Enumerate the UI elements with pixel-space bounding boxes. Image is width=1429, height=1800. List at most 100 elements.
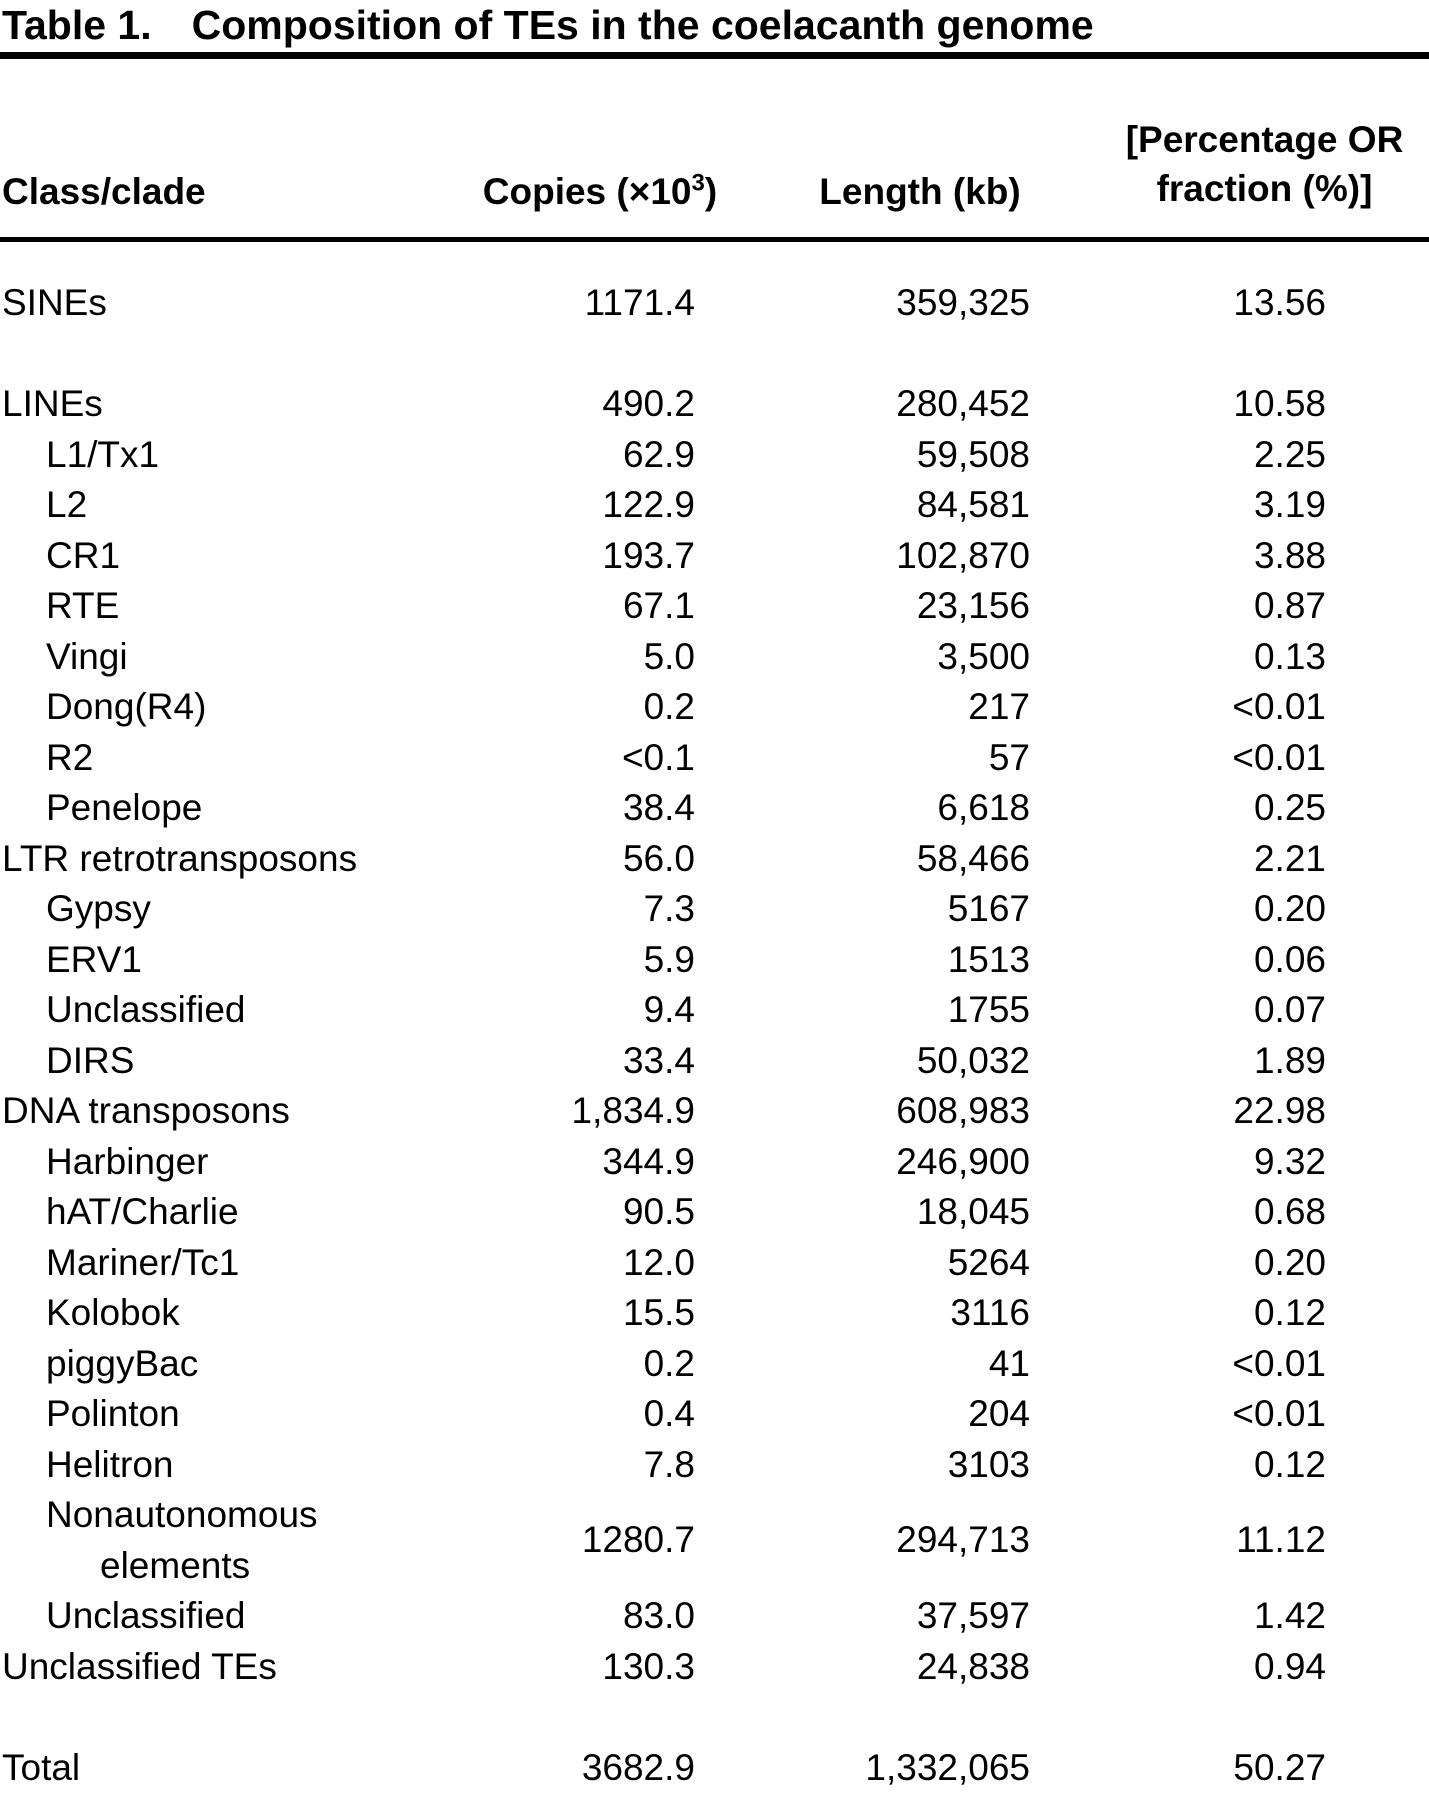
header-row: Class/clade Copies (×103) Length (kb) [P…	[0, 55, 1429, 242]
cell-copies: 1171.4	[584, 282, 695, 323]
cell-length: 24,838	[916, 1645, 1030, 1687]
cell-copies: 83.0	[622, 1595, 695, 1636]
cell-class-clade: Total	[2, 1746, 81, 1788]
cell-length: 1513	[947, 938, 1030, 980]
table-body: SINEs 1171.4 359,325 13.56 LINEs 490.2 280,452…	[0, 240, 1429, 1800]
cell-length: 84,581	[916, 484, 1030, 525]
cell-percentage: 0.20	[1253, 888, 1326, 929]
cell-percentage: 0.68	[1253, 1191, 1326, 1232]
cell-percentage: <0.01	[1232, 686, 1326, 727]
copies-header-prefix: Copies (×10	[482, 171, 692, 212]
table-row-l1-tx1: L1/Tx1 62.9 59,508 2.25	[0, 430, 1429, 481]
cell-class-clade: CR1	[46, 534, 121, 576]
cell-class-clade-line2: elements	[100, 1544, 251, 1586]
column-header-copies: Copies (×103)	[380, 55, 760, 242]
cell-class-clade-line1: Nonautonomous	[46, 1494, 318, 1535]
cell-copies: 1,834.9	[571, 1090, 695, 1131]
table-title-label: Table 1.	[2, 2, 152, 48]
cell-copies: 38.4	[622, 787, 695, 828]
cell-length: 217	[968, 686, 1030, 727]
table-row-dna-transposons: DNA transposons 1,834.9 608,983 22.98	[0, 1086, 1429, 1137]
cell-class-clade: L1/Tx1	[46, 433, 160, 475]
cell-copies: 0.2	[643, 1342, 695, 1384]
cell-copies: 193.7	[602, 534, 695, 576]
cell-class-clade: LINEs	[2, 383, 103, 424]
cell-copies: 1280.7	[581, 1519, 695, 1561]
cell-class-clade: DNA transposons	[2, 1090, 290, 1131]
top-spacer-row	[0, 240, 1429, 279]
cell-length: 3116	[950, 1292, 1030, 1333]
cell-length: 280,452	[896, 383, 1030, 424]
table-row-cr1: CR1 193.7 102,870 3.88	[0, 531, 1429, 582]
cell-length: 1,332,065	[865, 1746, 1030, 1788]
cell-class-clade: Mariner/Tc1	[46, 1241, 240, 1283]
table-row-penelope: Penelope 38.4 6,618 0.25	[0, 783, 1429, 834]
table-title-text: Composition of TEs in the coelacanth gen…	[191, 2, 1094, 48]
cell-class-clade: Polinton	[46, 1393, 180, 1434]
cell-class-clade: Unclassified	[46, 1595, 246, 1636]
cell-copies: 130.3	[602, 1645, 695, 1687]
cell-percentage: 0.25	[1253, 787, 1326, 828]
column-header-class-clade: Class/clade	[0, 55, 380, 242]
cell-length: 37,597	[916, 1595, 1030, 1636]
cell-length: 41	[988, 1342, 1030, 1384]
cell-percentage: 10.58	[1233, 383, 1326, 424]
table-row-nonautonomous: Nonautonomous elements 1280.7 294,713 11.12	[0, 1490, 1429, 1591]
cell-percentage: <0.01	[1232, 1393, 1326, 1434]
cell-class-clade: R2	[46, 736, 94, 778]
table-row-piggybac: piggyBac 0.2 41 <0.01	[0, 1339, 1429, 1390]
cell-class-clade: Vingi	[46, 635, 128, 677]
cell-percentage: 9.32	[1253, 1140, 1326, 1182]
table-row-dong-r4-: Dong(R4) 0.2 217 <0.01	[0, 682, 1429, 733]
cell-copies: 90.5	[622, 1191, 695, 1232]
blank-row-cell	[0, 1692, 1429, 1743]
cell-class-clade: LTR retrotransposons	[2, 837, 358, 879]
table-row-hat-charlie: hAT/Charlie 90.5 18,045 0.68	[0, 1187, 1429, 1238]
cell-length: 102,870	[896, 534, 1030, 576]
cell-class-clade: Unclassified	[46, 989, 246, 1030]
cell-copies: 67.1	[622, 585, 695, 626]
cell-percentage: 1.89	[1253, 1039, 1326, 1081]
cell-class-clade: Dong(R4)	[46, 686, 207, 727]
cell-class-clade: ERV1	[46, 938, 142, 980]
te-composition-table: Class/clade Copies (×103) Length (kb) [P…	[0, 52, 1429, 1800]
cell-class-clade: RTE	[46, 585, 120, 626]
table-row-vingi: Vingi 5.0 3,500 0.13	[0, 632, 1429, 683]
cell-percentage: 22.98	[1233, 1090, 1326, 1131]
percentage-header-line1: [Percentage OR	[1125, 119, 1404, 160]
cell-length: 50,032	[916, 1039, 1030, 1081]
cell-class-clade: Unclassified TEs	[2, 1645, 277, 1687]
table-row-kolobok: Kolobok 15.5 3116 0.12	[0, 1288, 1429, 1339]
copies-header-suffix: )	[704, 171, 718, 212]
cell-length: 608,983	[896, 1090, 1030, 1131]
cell-copies: 3682.9	[581, 1746, 695, 1788]
column-header-length: Length (kb)	[760, 55, 1060, 242]
cell-length: 5167	[947, 888, 1030, 929]
cell-copies: 0.2	[643, 686, 695, 727]
table-row-polinton: Polinton 0.4 204 <0.01	[0, 1389, 1429, 1440]
cell-class-clade: Helitron	[46, 1443, 174, 1485]
percentage-header-line2: fraction (%)]	[1156, 168, 1373, 209]
cell-copies: 15.5	[622, 1292, 695, 1333]
table-row-erv1: ERV1 5.9 1513 0.06	[0, 935, 1429, 986]
table-row-lines: LINEs 490.2 280,452 10.58	[0, 379, 1429, 430]
cell-percentage: <0.01	[1232, 1342, 1326, 1384]
cell-length: 359,325	[896, 282, 1030, 323]
cell-class-clade: Penelope	[46, 787, 203, 828]
blank-row-cell	[0, 329, 1429, 380]
cell-percentage: 2.21	[1253, 837, 1326, 879]
cell-copies: 0.4	[643, 1393, 695, 1434]
table-header: Class/clade Copies (×103) Length (kb) [P…	[0, 55, 1429, 242]
cell-percentage: 11.12	[1236, 1519, 1326, 1561]
table-row-sines: SINEs 1171.4 359,325 13.56	[0, 278, 1429, 329]
cell-copies: 9.4	[643, 989, 695, 1030]
bottom-spacer-row	[0, 1793, 1429, 1800]
cell-copies: <0.1	[621, 736, 695, 778]
blank-row	[0, 329, 1429, 380]
cell-class-clade: Nonautonomous elements	[0, 1490, 380, 1591]
cell-length: 294,713	[896, 1519, 1030, 1561]
cell-class-clade: SINEs	[2, 282, 107, 323]
cell-class-clade: piggyBac	[46, 1342, 199, 1384]
cell-length: 3,500	[937, 635, 1030, 677]
